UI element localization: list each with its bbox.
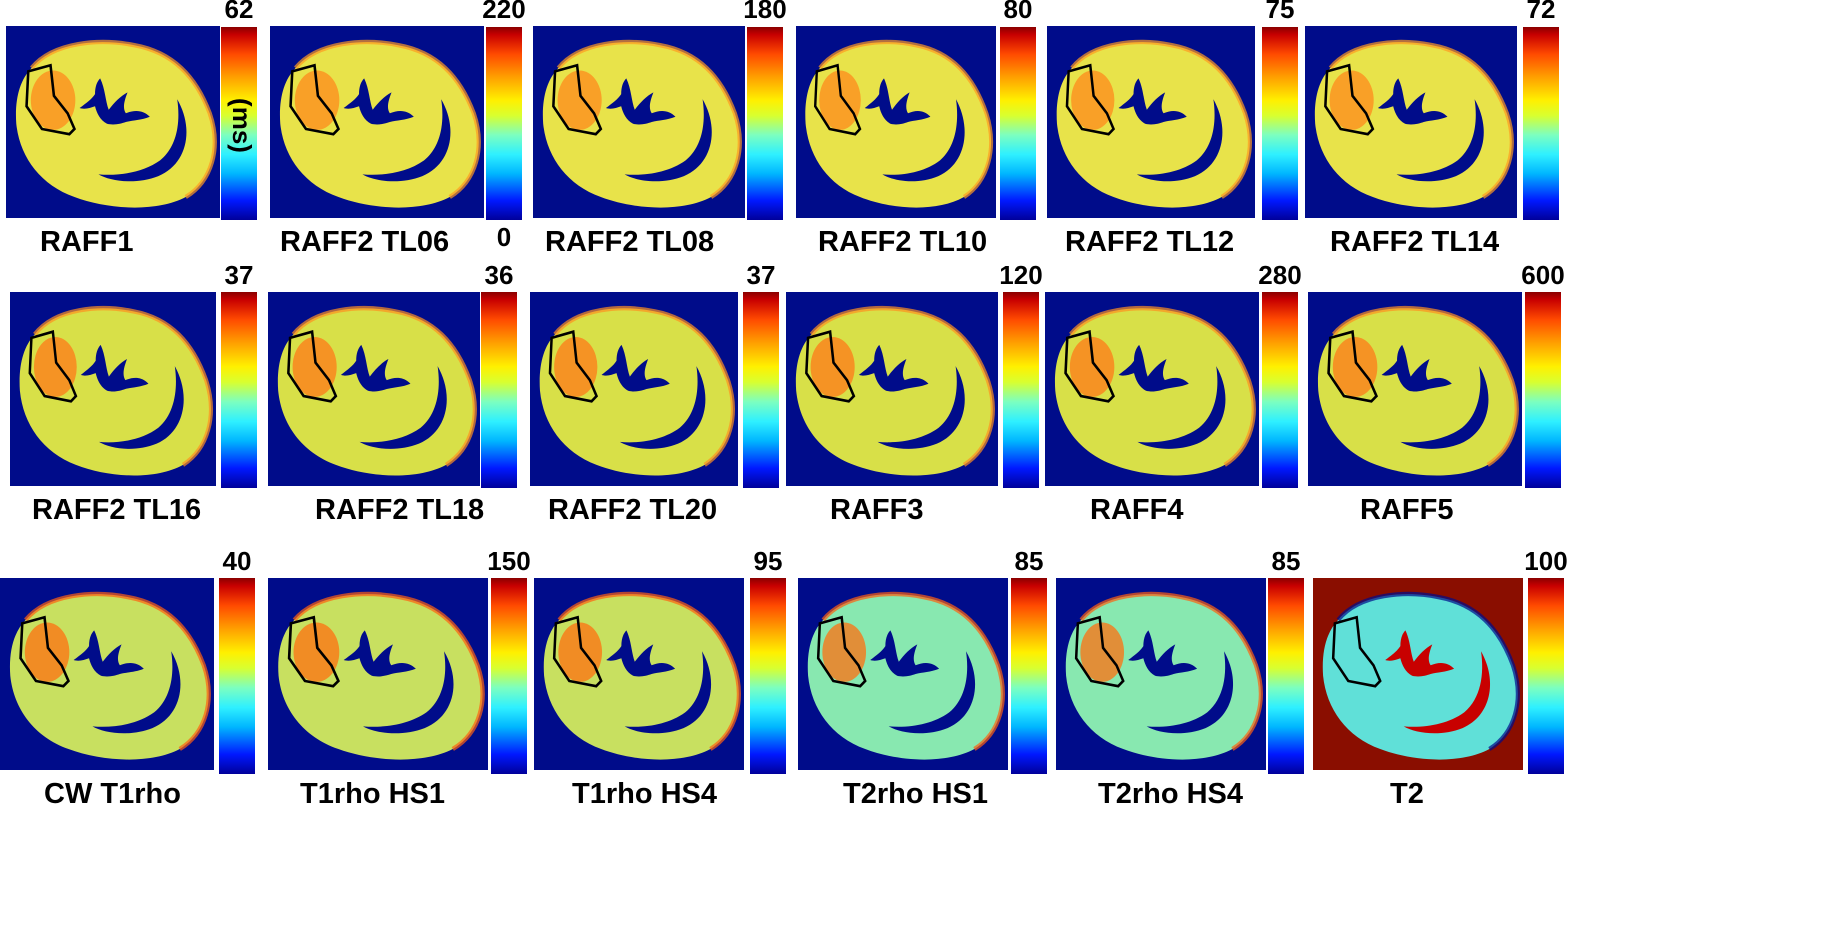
panel-label: T2rho HS4 — [1098, 778, 1244, 810]
colorbar-max-label: 220 — [482, 0, 526, 24]
panel-label: RAFF5 — [1360, 494, 1454, 526]
map-image — [534, 578, 744, 770]
map-image — [270, 26, 484, 218]
map-image — [1045, 292, 1259, 486]
colorbar-max-label: 85 — [1271, 546, 1301, 576]
map-image — [1047, 26, 1255, 218]
panel-label: T1rho HS1 — [300, 778, 446, 810]
colorbar — [1262, 27, 1298, 220]
panel-label: RAFF2 TL20 — [548, 494, 718, 526]
colorbar — [491, 578, 527, 774]
colorbar-max-label: 72 — [1526, 0, 1556, 24]
colorbar-max-label: 36 — [484, 260, 514, 290]
colorbar-max-label: 280 — [1258, 260, 1302, 290]
colorbar — [1003, 292, 1039, 488]
map-image — [268, 578, 488, 770]
colorbar-max-label: 75 — [1265, 0, 1295, 24]
colorbar-max-label: 37 — [746, 260, 776, 290]
colorbar — [221, 27, 257, 220]
colorbar-max-label: 37 — [224, 260, 254, 290]
map-image — [1313, 578, 1523, 770]
panel-label: RAFF2 TL10 — [818, 226, 988, 258]
colorbar-max-label: 95 — [753, 546, 783, 576]
map-image — [1056, 578, 1266, 770]
panel-label: RAFF2 TL08 — [545, 226, 715, 258]
map-image — [1308, 292, 1522, 486]
panel-label: T1rho HS4 — [572, 778, 718, 810]
colorbar — [1525, 292, 1561, 488]
map-image — [268, 292, 480, 486]
panel-label: RAFF2 TL14 — [1330, 226, 1500, 258]
colorbar — [486, 27, 522, 220]
panel-label: T2 — [1390, 778, 1424, 810]
colorbar-max-label: 600 — [1521, 260, 1565, 290]
map-image — [10, 292, 216, 486]
colorbar-max-label: 100 — [1524, 546, 1568, 576]
colorbar — [481, 292, 517, 488]
colorbar-max-label: 180 — [743, 0, 787, 24]
panel-label: T2rho HS1 — [843, 778, 989, 810]
colorbar — [1000, 27, 1036, 220]
map-image — [1305, 26, 1517, 218]
colorbar — [219, 578, 255, 774]
colorbar — [1268, 578, 1304, 774]
map-image — [796, 26, 996, 218]
panel-label: RAFF3 — [830, 494, 924, 526]
panel-label: RAFF2 TL06 — [280, 226, 450, 258]
colorbar — [747, 27, 783, 220]
colorbar — [1262, 292, 1298, 488]
colorbar — [743, 292, 779, 488]
colorbar — [1528, 578, 1564, 774]
panel-label: CW T1rho — [44, 778, 181, 810]
colorbar — [221, 292, 257, 488]
map-image — [533, 26, 745, 218]
unit-label: (ms) — [226, 98, 257, 153]
map-image — [786, 292, 998, 486]
panel-label: RAFF2 TL18 — [315, 494, 485, 526]
colorbar-max-label: 40 — [222, 546, 252, 576]
colorbar — [1523, 27, 1559, 220]
panel-label: RAFF4 — [1090, 494, 1184, 526]
colorbar-min-label: 0 — [496, 222, 512, 252]
colorbar-max-label: 150 — [487, 546, 531, 576]
map-image — [0, 578, 214, 770]
panel-label: RAFF1 — [40, 226, 134, 258]
colorbar-max-label: 85 — [1014, 546, 1044, 576]
panel-label: RAFF2 TL12 — [1065, 226, 1235, 258]
map-image — [798, 578, 1008, 770]
map-image — [6, 26, 220, 218]
colorbar-max-label: 80 — [1003, 0, 1033, 24]
colorbar-max-label: 62 — [224, 0, 254, 24]
panel-label: RAFF2 TL16 — [32, 494, 202, 526]
colorbar — [1011, 578, 1047, 774]
map-image — [530, 292, 738, 486]
colorbar — [750, 578, 786, 774]
colorbar-max-label: 120 — [999, 260, 1043, 290]
